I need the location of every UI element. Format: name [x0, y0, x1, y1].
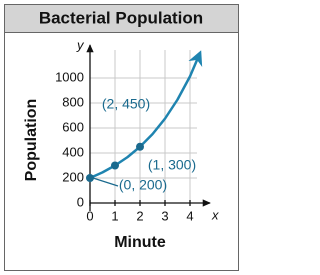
data-point [86, 174, 94, 182]
y-axis-label: Population [23, 99, 40, 182]
chart: Bacterial Population Minute Population x… [4, 4, 239, 271]
y-symbol: y [76, 37, 85, 52]
y-tick-label: 600 [62, 119, 84, 134]
curve [89, 50, 203, 180]
data-point [136, 142, 144, 151]
x-tick-label: 1 [111, 208, 118, 223]
x-symbol: x [211, 207, 219, 222]
chart-title: Bacterial Population [39, 8, 203, 27]
title-bar [4, 4, 239, 33]
data-point [111, 161, 119, 170]
leader-line [92, 177, 119, 187]
x-tick-label: 3 [161, 208, 168, 223]
data-label: (0, 200) [119, 177, 167, 193]
x-tick-label: 4 [186, 208, 193, 223]
x-tick-label: 0 [86, 208, 93, 223]
x-axis-label: Minute [114, 234, 166, 251]
y-tick-label: 800 [62, 94, 84, 109]
y-tick-label: 0 [77, 194, 84, 209]
y-tick-label: 200 [62, 169, 84, 184]
y-tick-label: 400 [62, 144, 84, 159]
frame [4, 4, 239, 271]
y-tick-label: 1000 [55, 69, 84, 84]
x-tick-label: 2 [136, 208, 143, 223]
data-label: (1, 300) [148, 157, 196, 173]
data-label: (2, 450) [102, 96, 150, 112]
